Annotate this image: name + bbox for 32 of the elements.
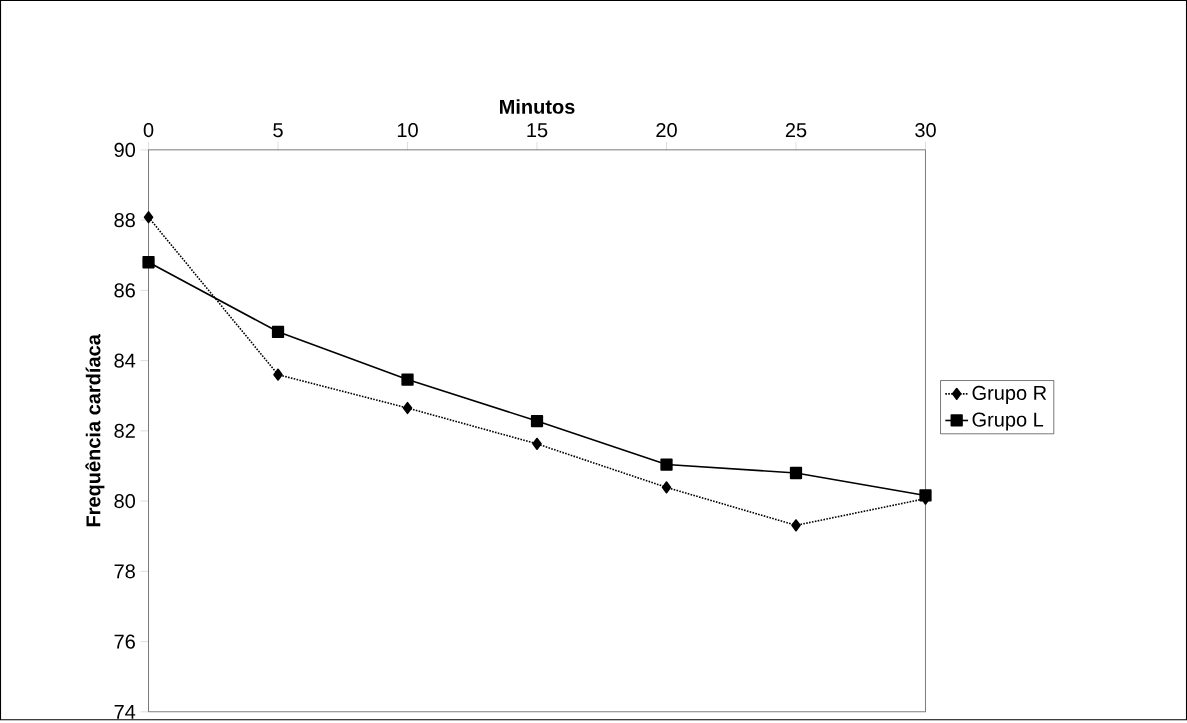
point [273, 368, 283, 381]
legend-label: Grupo R [972, 385, 1047, 404]
x-axis-title: Minutos [500, 99, 575, 114]
point [271, 325, 285, 338]
x-tick-label: 0 [143, 122, 154, 138]
y-tick-label: 76 [114, 634, 135, 649]
x-tick-label: 25 [785, 122, 807, 138]
y-tick-label: 90 [114, 142, 136, 157]
y-tick-label: 86 [114, 283, 135, 298]
point [791, 519, 801, 532]
y-tick-label: 74 [114, 704, 136, 719]
point [661, 481, 672, 494]
point [532, 437, 542, 450]
y-tick-label: 88 [114, 212, 135, 228]
x-tick-label: 15 [527, 123, 548, 138]
point [142, 256, 155, 269]
y-tick-label: 78 [114, 564, 135, 579]
point [402, 401, 413, 415]
x-tick-label: 20 [656, 122, 677, 138]
point [143, 211, 154, 224]
y-axis-title: Frequência cardíaca [85, 333, 105, 527]
y-tick-label: 80 [114, 493, 136, 509]
legend-label: Grupo L [972, 412, 1044, 431]
y-tick-label: 84 [114, 353, 136, 368]
point [530, 414, 544, 428]
x-tick-label: 5 [273, 123, 283, 138]
x-tick-label: 10 [397, 122, 418, 138]
point [660, 458, 673, 471]
x-tick-label: 30 [915, 122, 936, 138]
y-tick-label: 82 [114, 423, 135, 438]
point [401, 373, 414, 386]
point [789, 466, 803, 480]
